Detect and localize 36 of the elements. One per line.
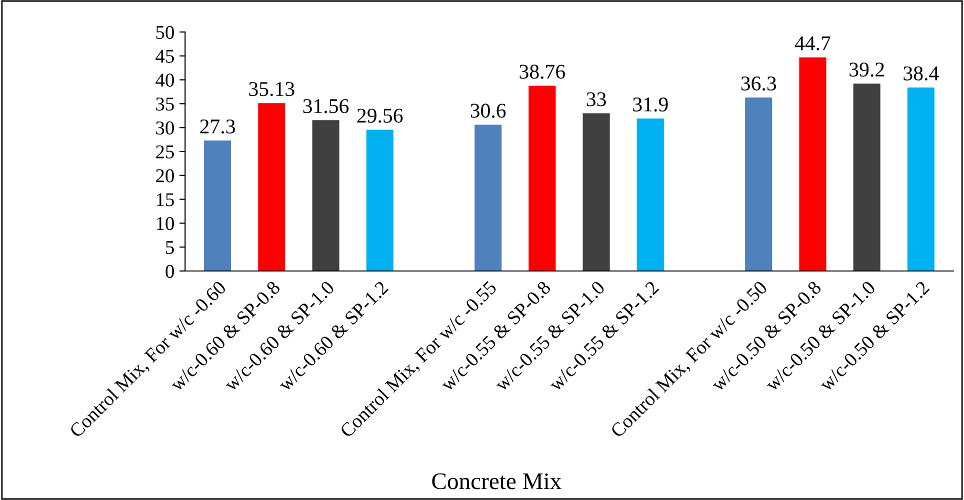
- data-label: 30.6: [470, 104, 506, 118]
- y-tick-label: 25: [156, 145, 174, 158]
- bar: [258, 103, 286, 271]
- y-tick-label: 40: [156, 74, 174, 87]
- x-axis-title: Concrete Mix: [432, 473, 562, 490]
- data-label: 27.3: [200, 119, 235, 134]
- y-tick-label: 30: [156, 121, 174, 135]
- data-label: 39.2: [850, 62, 884, 77]
- bar: [907, 87, 934, 271]
- bar: [636, 118, 664, 271]
- data-label: 31.9: [633, 98, 668, 112]
- y-tick-label: 45: [156, 50, 174, 63]
- data-label: 33: [586, 92, 606, 106]
- bar: [853, 84, 880, 271]
- data-label: 31.56: [303, 99, 349, 114]
- bar: [474, 124, 502, 271]
- bar: [745, 97, 772, 271]
- bar: [799, 57, 826, 271]
- y-tick-label: 15: [156, 193, 174, 206]
- bar: [366, 130, 394, 271]
- data-label: 29.56: [357, 108, 403, 123]
- y-tick-label: 0: [166, 264, 174, 278]
- y-tick-label: 50: [156, 26, 174, 39]
- bar: [528, 86, 556, 271]
- y-tick-label: 35: [156, 98, 174, 111]
- data-label: 38.4: [904, 66, 939, 81]
- y-tick-label: 10: [156, 217, 174, 230]
- bar: [204, 140, 232, 271]
- data-label: 35.13: [249, 82, 294, 96]
- data-label: 36.3: [741, 76, 776, 91]
- bar: [582, 113, 610, 271]
- y-tick-label: 20: [156, 169, 174, 182]
- data-label: 44.7: [794, 36, 830, 50]
- y-tick-label: 5: [166, 241, 174, 254]
- data-label: 38.76: [520, 64, 566, 79]
- bar: [312, 120, 340, 271]
